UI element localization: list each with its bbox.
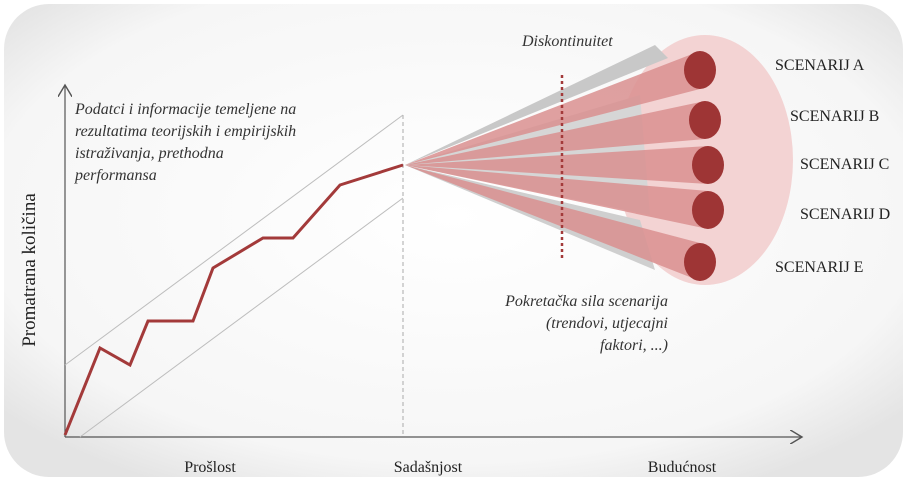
scenario-node [692,146,724,184]
driver-note: (trendovi, utjecajni [546,315,668,332]
x-axis-label: Sadašnjost [394,459,463,476]
past-note: Podatci i informacije temeljene na [74,101,296,118]
scenario-beam [405,51,700,165]
history-line [63,163,404,436]
scenario-node [692,191,724,229]
scenario-node [684,51,716,89]
band-lower [79,197,404,438]
cone [405,45,668,165]
driver-note: faktori, ...) [600,337,668,354]
scenario-beam [405,146,708,184]
x-axis-label: Budućnost [648,459,717,476]
y-axis-label: Promatrana količina [19,193,40,347]
x-axis-label: Prošlost [184,459,236,476]
past-note: rezultatima teorijskih i empirijskih [75,123,296,140]
scenario-label: SCENARIJ E [775,259,863,276]
scenario-beam [405,101,705,165]
scenario-node [684,243,716,281]
scenario-beam [405,165,708,229]
discontinuity-label: Diskontinuitet [521,33,613,50]
scenario-label: SCENARIJ D [800,206,890,223]
band-upper [64,114,404,366]
driver-note: Pokretačka sila scenarija [504,293,668,310]
scenario-label: SCENARIJ A [775,57,865,74]
past-note: performansa [74,167,157,184]
scenario-node [689,101,721,139]
cone [405,165,655,270]
scenario-label: SCENARIJ B [790,108,879,125]
scenario-label: SCENARIJ C [800,156,889,173]
past-note: istraživanja, prethodna [75,145,224,162]
scenario-beam [405,165,700,281]
